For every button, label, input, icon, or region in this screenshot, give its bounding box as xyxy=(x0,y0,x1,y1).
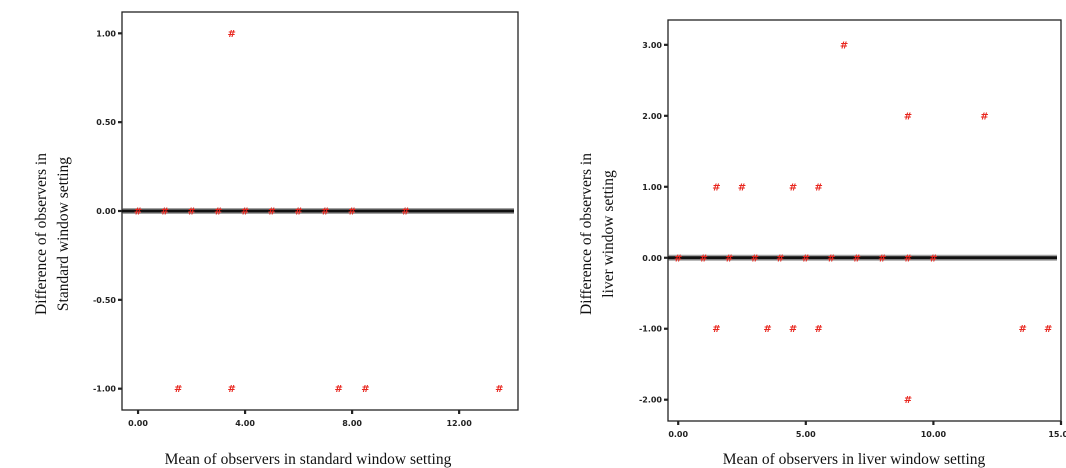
chart-1-y-tick-label: 1.00 xyxy=(96,29,116,38)
chart-2-data-point: # xyxy=(929,253,937,264)
chart-2-data-point: # xyxy=(904,253,912,264)
chart-1-y-tick-label: 0.50 xyxy=(96,118,116,127)
chart-2-data-point: # xyxy=(980,111,988,122)
chart-2-x-tick-label: 0.00 xyxy=(668,430,688,439)
chart-1-data-point: # xyxy=(228,29,236,40)
chart-2-data-point: # xyxy=(674,253,682,264)
chart-1-x-tick-label: 8.00 xyxy=(342,419,362,428)
chart-1-ylabel-line-1: Difference of observers in xyxy=(33,153,50,315)
chart-2-data-point: # xyxy=(853,253,861,264)
chart-2-xlabel: Mean of observers in liver window settin… xyxy=(723,451,986,468)
chart-2-data-point: # xyxy=(1044,324,1052,335)
chart-1-y-tick-label: -1.00 xyxy=(93,385,116,394)
chart-1-y-tick-label: 0.00 xyxy=(96,207,116,216)
chart-1-data-point: # xyxy=(361,384,369,395)
chart-2-data-point: # xyxy=(904,395,912,406)
chart-1-x-tick-label: 12.00 xyxy=(446,419,472,428)
chart-liver-window: Difference of observers in liver window … xyxy=(578,153,986,468)
chart-1-data-point: # xyxy=(241,207,249,218)
chart-1-data-point: # xyxy=(174,384,182,395)
chart-2-data-point: # xyxy=(789,182,797,193)
chart-1-x-tick-label: 4.00 xyxy=(235,419,255,428)
chart-1-data-point: # xyxy=(335,384,343,395)
chart-2-data-point: # xyxy=(712,182,720,193)
chart-2-data-point: # xyxy=(878,253,886,264)
chart-2-data-point: # xyxy=(814,324,822,335)
chart-1-ylabel-line-2: Standard window setting xyxy=(55,157,72,311)
chart-2-data-point: # xyxy=(789,324,797,335)
chart-1-x-tick-label: 0.00 xyxy=(128,419,148,428)
chart-2-data-point: # xyxy=(700,253,708,264)
chart-2-y-tick-label: 1.00 xyxy=(642,183,662,192)
chart-2-data-point: # xyxy=(776,253,784,264)
chart-2-data-point: # xyxy=(751,253,759,264)
chart-2-data-point: # xyxy=(738,182,746,193)
chart-1-data-point: # xyxy=(401,207,409,218)
chart-2-data-point: # xyxy=(840,40,848,51)
chart-2-x-tick-label: 10.00 xyxy=(921,430,947,439)
chart-2-data-point: # xyxy=(725,253,733,264)
chart-2-data-point: # xyxy=(763,324,771,335)
chart-1-y-tick-label: -0.50 xyxy=(93,296,116,305)
chart-2-y-tick-label: 0.00 xyxy=(642,254,662,263)
chart-1-data-point: # xyxy=(187,207,195,218)
chart-1-data-point: # xyxy=(321,207,329,218)
chart-1-data-point: # xyxy=(134,207,142,218)
chart-2-x-tick-label: 5.00 xyxy=(796,430,816,439)
chart-2-data-point: # xyxy=(827,253,835,264)
chart-1-data-point: # xyxy=(495,384,503,395)
chart-1-data-point: # xyxy=(161,207,169,218)
chart-1-data-point: # xyxy=(294,207,302,218)
chart-standard-window: Difference of observers in Standard wind… xyxy=(33,153,452,468)
chart-2-plot: -2.00 -1.00 0.00 1.00 2.00 3.00 0.00 5.00 10.00 1… xyxy=(639,19,1066,439)
chart-2-y-tick-label: -2.00 xyxy=(639,396,662,405)
chart-2-data-point: # xyxy=(712,324,720,335)
chart-1-data-point: # xyxy=(268,207,276,218)
chart-2-data-point: # xyxy=(814,182,822,193)
chart-1-plot: -1.00 -0.50 0.00 0.50 1.00 0.00 4.00 8.00 12.00 #… xyxy=(93,11,519,428)
chart-1-xlabel: Mean of observers in standard window set… xyxy=(165,451,452,468)
chart-1-data-point: # xyxy=(214,207,222,218)
chart-2-y-tick-label: 2.00 xyxy=(642,112,662,121)
chart-1-data-point: # xyxy=(228,384,236,395)
chart-2-plot-frame xyxy=(667,19,1062,422)
chart-1-data-point: # xyxy=(348,207,356,218)
chart-2-ylabel-line-2: liver window setting xyxy=(600,170,617,298)
chart-2-y-tick-label: -1.00 xyxy=(639,325,662,334)
chart-2-data-point: # xyxy=(1019,324,1027,335)
chart-2-data-point: # xyxy=(904,111,912,122)
chart-2-ylabel-line-1: Difference of observers in xyxy=(578,153,595,315)
chart-2-x-tick-label: 15.00 xyxy=(1048,430,1066,439)
chart-2-y-tick-label: 3.00 xyxy=(642,41,662,50)
chart-2-data-point: # xyxy=(802,253,810,264)
